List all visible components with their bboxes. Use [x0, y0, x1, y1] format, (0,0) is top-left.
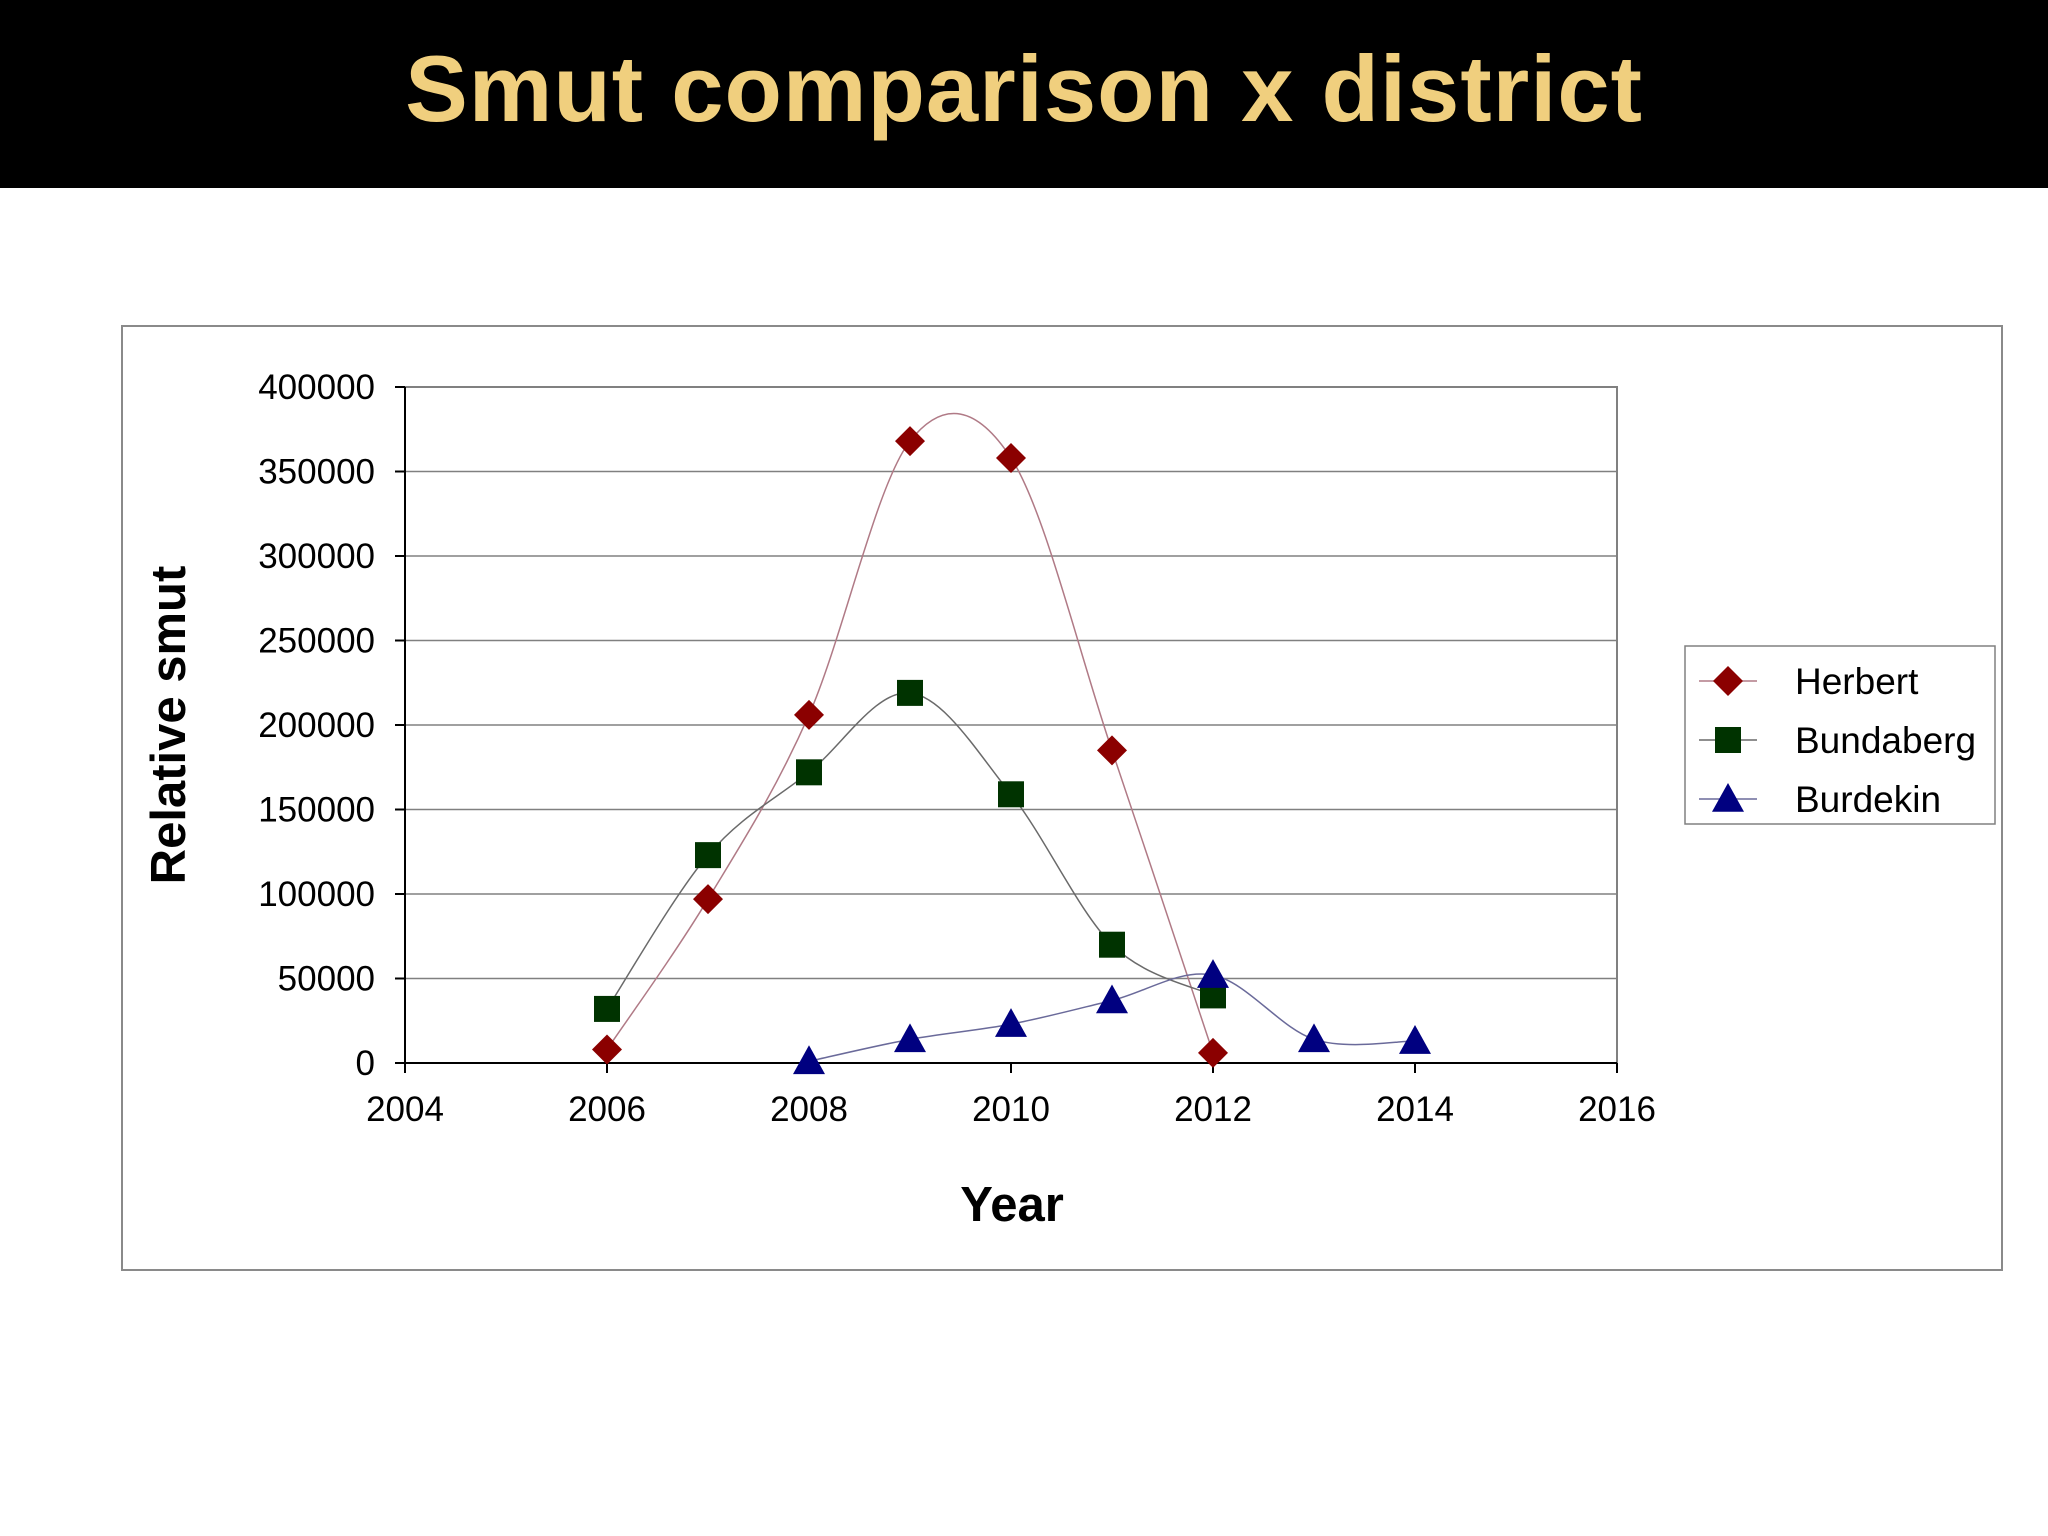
data-point-bundaberg — [594, 995, 620, 1022]
data-point-burdekin — [1096, 984, 1128, 1014]
data-point-burdekin — [894, 1023, 926, 1053]
slide-title: Smut comparison x district — [405, 36, 1643, 141]
series-lines — [606, 412, 1416, 1063]
x-tick-label: 2012 — [1174, 1090, 1252, 1129]
legend-label-bundaberg: Bundaberg — [1795, 720, 1976, 761]
x-axis-title: Year — [960, 1178, 1064, 1232]
y-tick-label: 150000 — [258, 791, 375, 830]
y-tick-label: 250000 — [258, 622, 375, 661]
data-point-bundaberg — [998, 781, 1024, 808]
data-point-herbert — [895, 426, 925, 457]
title-bar: Smut comparison x district — [0, 0, 2048, 188]
data-point-herbert — [1097, 735, 1127, 766]
y-tick-label: 400000 — [258, 368, 375, 407]
axes: 0 50000 100000 150000 200000 250000 300000 3500… — [258, 368, 1656, 1129]
x-tick-label: 2008 — [770, 1090, 848, 1129]
data-point-burdekin — [1197, 959, 1229, 988]
x-tick-label: 2004 — [366, 1090, 444, 1129]
data-point-herbert — [794, 699, 824, 730]
y-tick-label: 100000 — [258, 875, 375, 914]
gridlines — [405, 470, 1617, 980]
x-tick-label: 2010 — [972, 1090, 1050, 1129]
legend-label-herbert: Herbert — [1795, 661, 1919, 702]
y-tick-label: 350000 — [258, 453, 375, 492]
series-markers — [592, 426, 1431, 1075]
x-tick-label: 2006 — [568, 1090, 646, 1129]
data-point-herbert — [693, 884, 723, 915]
data-point-herbert — [592, 1034, 622, 1065]
legend-label-burdekin: Burdekin — [1795, 779, 1941, 820]
data-point-herbert — [1198, 1037, 1228, 1068]
legend-marker-burdekin — [1712, 783, 1744, 812]
legend: Herbert Bundaberg Burdekin — [1684, 645, 1996, 825]
x-tick-label: 2014 — [1376, 1090, 1454, 1129]
legend-marker-bundaberg — [1715, 727, 1741, 753]
data-point-bundaberg — [796, 759, 822, 786]
data-point-bundaberg — [695, 842, 721, 869]
y-axis-title: Relative smut — [142, 566, 196, 885]
legend-marker-herbert — [1713, 666, 1743, 696]
data-point-burdekin — [1298, 1023, 1330, 1053]
y-tick-label: 50000 — [278, 960, 375, 999]
data-point-bundaberg — [1099, 931, 1125, 958]
y-tick-label: 200000 — [258, 706, 375, 745]
data-point-bundaberg — [897, 679, 923, 706]
data-point-burdekin — [995, 1008, 1027, 1037]
y-tick-label: 300000 — [258, 537, 375, 576]
x-tick-label: 2016 — [1578, 1090, 1656, 1129]
data-point-burdekin — [1399, 1025, 1431, 1054]
data-point-herbert — [996, 442, 1026, 473]
y-tick-label: 0 — [356, 1044, 375, 1083]
data-point-burdekin — [793, 1045, 825, 1075]
